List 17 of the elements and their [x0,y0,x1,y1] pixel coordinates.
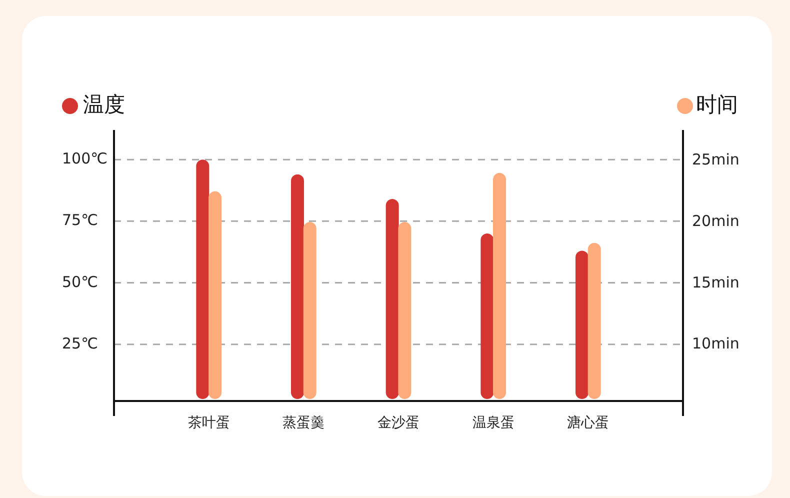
x-tick-label: 蒸蛋羹 [282,414,325,431]
legend-item: 温度 [62,92,125,117]
y2-tick-label: 10min [692,334,740,353]
y2-tick-label: 20min [692,212,740,230]
y2-tick-label: 25min [692,150,740,169]
x-tick-label: 温泉蛋 [472,414,514,431]
legend-label: 温度 [83,92,125,117]
y-tick-label: 50℃ [62,272,98,291]
y2-tick-label: 15min [692,273,740,292]
y-tick-label: 25℃ [62,334,98,352]
y-tick-label: 100℃ [62,150,108,168]
y-tick-label: 75℃ [62,211,98,230]
x-tick-label: 溏心蛋 [567,414,610,431]
x-tick-label: 茶叶蛋 [188,414,230,431]
x-tick-label: 金沙蛋 [378,414,420,431]
legend-label: 时间 [696,92,738,117]
legend-item: 时间 [677,92,738,117]
